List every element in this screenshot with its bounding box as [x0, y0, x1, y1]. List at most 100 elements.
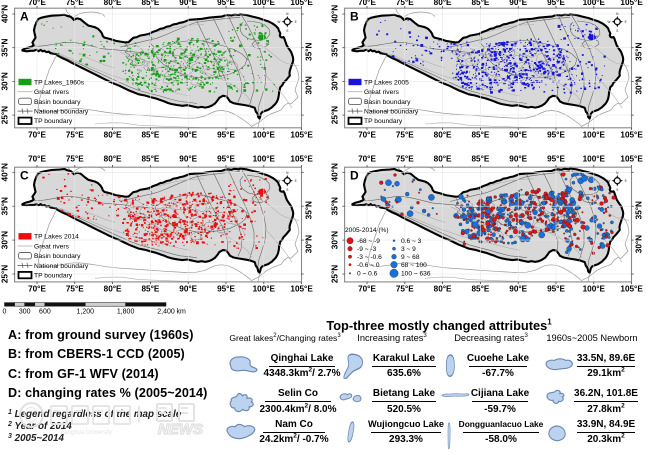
- svg-text:70°E: 70°E: [28, 154, 46, 163]
- svg-text:90°E: 90°E: [509, 285, 527, 294]
- svg-text:TP Lakes 2005: TP Lakes 2005: [364, 79, 409, 86]
- svg-text:S: S: [286, 29, 288, 33]
- svg-text:2005-2014 (%): 2005-2014 (%): [345, 227, 389, 234]
- svg-text:E: E: [295, 20, 297, 24]
- svg-text:95°E: 95°E: [547, 285, 565, 294]
- svg-text:30°N: 30°N: [634, 235, 643, 253]
- svg-text:70°E: 70°E: [28, 285, 46, 294]
- svg-text:105°E: 105°E: [290, 285, 313, 294]
- svg-text:Basin boundary: Basin boundary: [364, 99, 411, 106]
- svg-text:S: S: [286, 188, 288, 192]
- svg-text:80°E: 80°E: [434, 130, 452, 139]
- svg-text:600: 600: [39, 309, 51, 316]
- svg-text:95°E: 95°E: [217, 130, 235, 139]
- svg-text:A: A: [20, 10, 29, 24]
- svg-text:100°E: 100°E: [253, 130, 276, 139]
- svg-text:90°E: 90°E: [509, 130, 527, 139]
- svg-text:95°E: 95°E: [547, 154, 565, 163]
- svg-text:75°E: 75°E: [396, 154, 414, 163]
- svg-text:S: S: [616, 188, 618, 192]
- svg-text:35°N: 35°N: [0, 197, 9, 215]
- svg-text:80°E: 80°E: [104, 154, 122, 163]
- svg-text:105°E: 105°E: [620, 154, 643, 163]
- svg-text:80°E: 80°E: [434, 285, 452, 294]
- svg-text:0: 0: [3, 309, 7, 316]
- svg-text:85°E: 85°E: [471, 0, 489, 7]
- svg-text:80°E: 80°E: [434, 0, 452, 7]
- svg-text:105°E: 105°E: [290, 130, 313, 139]
- svg-text:35°N: 35°N: [330, 197, 339, 215]
- svg-text:30°N: 30°N: [330, 231, 339, 249]
- svg-text:70°E: 70°E: [28, 130, 46, 139]
- svg-text:W: W: [277, 20, 280, 24]
- svg-text:30°N: 30°N: [330, 72, 339, 90]
- svg-text:75°E: 75°E: [396, 285, 414, 294]
- svg-text:75°E: 75°E: [66, 285, 84, 294]
- svg-text:National boundary: National boundary: [34, 109, 89, 116]
- svg-text:100°E: 100°E: [253, 285, 276, 294]
- svg-text:75°E: 75°E: [396, 0, 414, 7]
- svg-text:90°E: 90°E: [179, 154, 197, 163]
- svg-text:35°N: 35°N: [634, 42, 643, 60]
- svg-text:0.6 ~ 3: 0.6 ~ 3: [401, 238, 422, 245]
- svg-text:105°E: 105°E: [290, 0, 313, 7]
- svg-text:W: W: [277, 179, 280, 183]
- svg-text:-68 ~ -9: -68 ~ -9: [357, 238, 380, 245]
- svg-text:85°E: 85°E: [141, 285, 159, 294]
- svg-text:E: E: [295, 179, 297, 183]
- svg-text:Great rivers: Great rivers: [34, 89, 70, 96]
- svg-text:30°N: 30°N: [0, 231, 9, 249]
- svg-text:B: B: [350, 10, 359, 24]
- svg-text:35°N: 35°N: [304, 42, 313, 60]
- svg-text:95°E: 95°E: [547, 130, 565, 139]
- svg-text:30°N: 30°N: [0, 72, 9, 90]
- svg-text:70°E: 70°E: [28, 0, 46, 7]
- svg-text:National boundary: National boundary: [34, 263, 89, 270]
- svg-text:105°E: 105°E: [620, 130, 643, 139]
- svg-text:S: S: [616, 29, 618, 33]
- svg-text:95°E: 95°E: [547, 0, 565, 7]
- svg-text:Great rivers: Great rivers: [364, 89, 400, 96]
- svg-text:C: C: [20, 169, 29, 183]
- svg-text:40°N: 40°N: [0, 5, 9, 23]
- svg-text:0 ~ 0.6: 0 ~ 0.6: [357, 271, 378, 278]
- svg-text:E: E: [625, 20, 627, 24]
- svg-text:National boundary: National boundary: [364, 109, 419, 116]
- svg-text:TP Lakes_1960s: TP Lakes_1960s: [34, 79, 85, 86]
- svg-text:80°E: 80°E: [104, 130, 122, 139]
- svg-text:90°E: 90°E: [179, 130, 197, 139]
- svg-text:N: N: [616, 12, 619, 16]
- svg-text:105°E: 105°E: [290, 154, 313, 163]
- svg-text:85°E: 85°E: [471, 285, 489, 294]
- svg-text:25°N: 25°N: [330, 106, 339, 124]
- svg-text:35°N: 35°N: [634, 201, 643, 219]
- svg-text:68 ~ 100: 68 ~ 100: [401, 262, 427, 269]
- svg-text:100°E: 100°E: [253, 0, 276, 7]
- svg-text:Basin boundary: Basin boundary: [34, 253, 81, 260]
- svg-text:100°E: 100°E: [583, 130, 606, 139]
- svg-text:30°N: 30°N: [304, 76, 313, 94]
- svg-text:100 ~ 636: 100 ~ 636: [401, 271, 431, 278]
- svg-text:90°E: 90°E: [179, 285, 197, 294]
- svg-text:75°E: 75°E: [66, 154, 84, 163]
- svg-text:km: km: [177, 309, 187, 316]
- svg-text:95°E: 95°E: [217, 0, 235, 7]
- svg-text:-3 ~ -0.6: -3 ~ -0.6: [357, 254, 382, 261]
- svg-text:W: W: [607, 20, 610, 24]
- svg-text:70°E: 70°E: [358, 154, 376, 163]
- svg-text:30°N: 30°N: [634, 76, 643, 94]
- svg-text:E: E: [625, 179, 627, 183]
- svg-text:90°E: 90°E: [179, 0, 197, 7]
- svg-text:85°E: 85°E: [471, 154, 489, 163]
- svg-text:TP boundary: TP boundary: [34, 118, 73, 125]
- svg-text:35°N: 35°N: [304, 201, 313, 219]
- svg-text:40°N: 40°N: [0, 163, 9, 181]
- svg-text:100°E: 100°E: [253, 154, 276, 163]
- svg-text:85°E: 85°E: [471, 130, 489, 139]
- svg-text:-0.6 ~ 0: -0.6 ~ 0: [357, 262, 380, 269]
- svg-text:30°N: 30°N: [304, 235, 313, 253]
- svg-text:Great rivers: Great rivers: [34, 243, 70, 250]
- svg-text:TP boundary: TP boundary: [364, 118, 403, 125]
- svg-text:D: D: [350, 169, 359, 183]
- svg-text:105°E: 105°E: [620, 0, 643, 7]
